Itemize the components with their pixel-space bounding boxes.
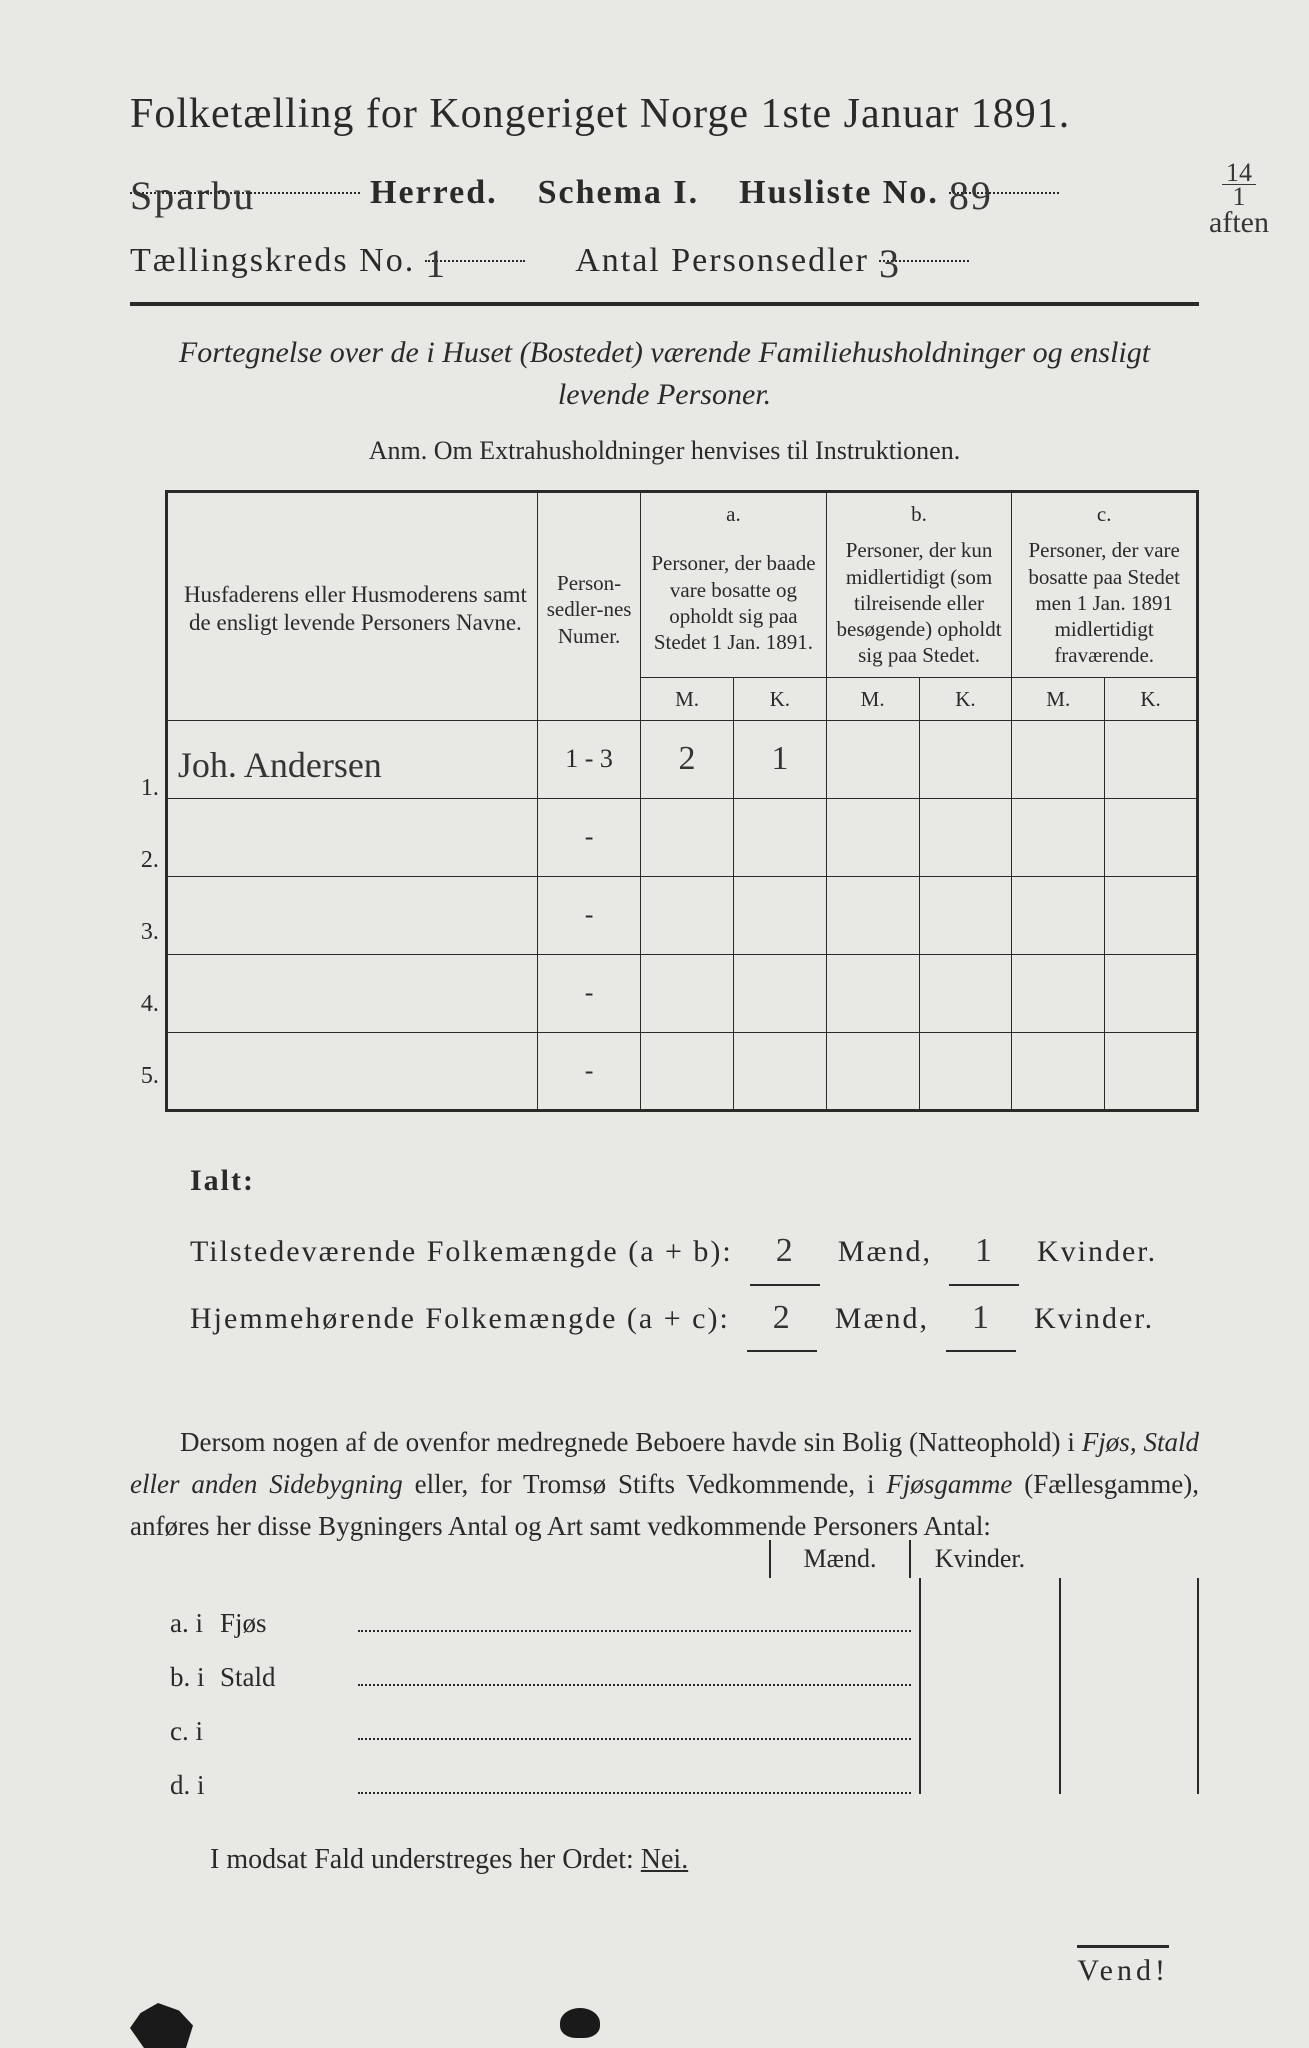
building-row: a. iFjøs xyxy=(130,1578,1199,1632)
table-row: Joh. Andersen1 - 321 xyxy=(166,720,1197,798)
modsat-line: I modsat Fald understreges her Ordet: Ne… xyxy=(130,1844,1199,1876)
anm-note: Anm. Om Extrahusholdninger henvises til … xyxy=(130,436,1199,466)
building-row: d. i xyxy=(130,1740,1199,1794)
total-ab-k: 1 xyxy=(949,1219,1019,1286)
herred-line: Sparbu Herred. Schema I. Husliste No. 89 xyxy=(130,166,1199,212)
total-ac-m: 2 xyxy=(747,1286,817,1353)
total-ac-k: 1 xyxy=(946,1286,1016,1353)
col-num-header: Person-sedler-nes Numer. xyxy=(538,492,641,721)
paper-tear xyxy=(130,1998,200,2048)
building-row: b. iStald xyxy=(130,1632,1199,1686)
grp-c-letter: c. xyxy=(1012,492,1198,530)
grp-c-header: Personer, der vare bosatte paa Stedet me… xyxy=(1012,529,1198,677)
herred-handwritten: Sparbu xyxy=(130,173,255,218)
building-paragraph: Dersom nogen af de ovenfor medregnede Be… xyxy=(130,1422,1199,1548)
table-row: - xyxy=(166,954,1197,1032)
margin-fraction-note: 141 aften xyxy=(1209,150,1269,241)
totals-block: Ialt: Tilstedeværende Folkemængde (a + b… xyxy=(130,1152,1199,1352)
grp-b-letter: b. xyxy=(826,492,1012,530)
ink-blot xyxy=(560,2008,600,2038)
col-names-header: Husfaderens eller Husmoderens samt de en… xyxy=(166,492,537,721)
building-row: c. i xyxy=(130,1686,1199,1740)
divider xyxy=(130,302,1199,306)
grp-b-header: Personer, der kun midlertidigt (som tilr… xyxy=(826,529,1012,677)
table-row: - xyxy=(166,876,1197,954)
building-list: Mænd. Kvinder. a. iFjøsb. iStaldc. id. i xyxy=(130,1578,1199,1794)
census-form-page: 141 aften Folketælling for Kongeriget No… xyxy=(0,0,1309,2048)
table-row: - xyxy=(166,1032,1197,1110)
kreds-handwritten: 1 xyxy=(425,241,447,286)
husliste-handwritten: 89 xyxy=(949,173,993,218)
kreds-line: Tællingskreds No. 1 Antal Personsedler 3 xyxy=(130,234,1199,280)
grp-a-letter: a. xyxy=(641,492,827,530)
main-title: Folketælling for Kongeriget Norge 1ste J… xyxy=(130,90,1199,138)
household-table: Husfaderens eller Husmoderens samt de en… xyxy=(165,490,1199,1112)
vend-label: Vend! xyxy=(1077,1945,1169,1988)
grp-a-header: Personer, der baade vare bosatte og opho… xyxy=(641,529,827,677)
antal-handwritten: 3 xyxy=(879,241,901,286)
row-number-column: 1.2.3.4.5. xyxy=(130,490,165,1112)
table-row: - xyxy=(166,798,1197,876)
total-ab-m: 2 xyxy=(750,1219,820,1286)
subtitle: Fortegnelse over de i Huset (Bostedet) v… xyxy=(130,332,1199,416)
